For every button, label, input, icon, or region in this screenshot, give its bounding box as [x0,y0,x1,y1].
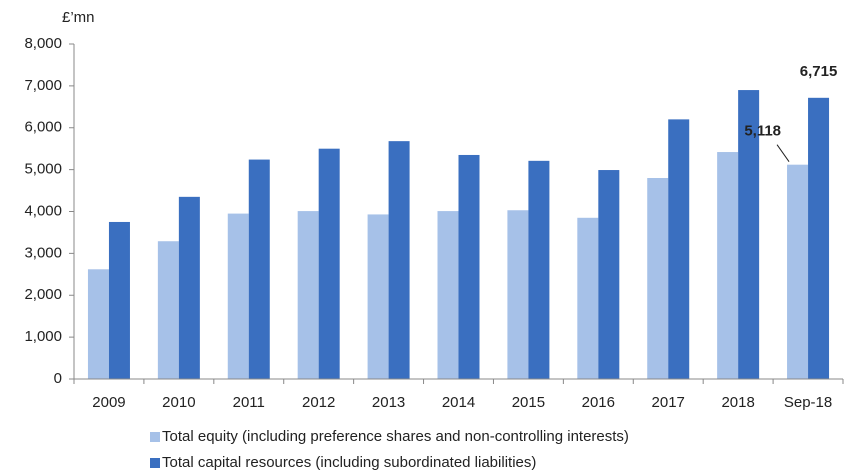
bar [577,217,599,379]
x-tick-label: 2017 [652,394,685,411]
x-tick-label: Sep-18 [784,394,832,411]
bar [297,211,319,379]
legend-swatch [150,458,160,468]
data-label: 6,715 [800,63,838,80]
x-tick-label: 2009 [92,394,125,411]
bar [458,154,480,379]
x-tick-label: 2016 [582,394,615,411]
y-tick-label: 4,000 [24,202,62,219]
bar [157,241,179,379]
bar [598,170,620,379]
bar [248,159,270,379]
x-tick-label: 2012 [302,394,335,411]
bar [87,269,109,379]
x-tick-label: 2013 [372,394,405,411]
unit-label: £’mn [62,9,95,26]
legend-swatch [150,432,160,442]
y-tick-label: 3,000 [24,244,62,261]
bar [647,178,669,379]
x-tick-label: 2018 [721,394,754,411]
y-tick-label: 6,000 [24,119,62,136]
y-tick-label: 1,000 [24,328,62,345]
x-tick-label: 2011 [233,394,265,411]
bar [437,211,459,379]
bar [808,97,830,379]
bar [178,196,200,379]
bar [528,160,550,379]
bar [227,213,249,379]
bar [787,164,809,379]
data-label: 5,118 [744,123,781,140]
y-tick-label: 0 [54,370,62,387]
x-tick-label: 2014 [442,394,475,411]
x-tick-label: 2010 [162,394,195,411]
legend-label: Total capital resources (including subor… [162,454,536,471]
bar [367,214,389,379]
y-tick-label: 2,000 [24,286,62,303]
bar [318,148,340,379]
bar [507,210,529,379]
bar [717,152,739,379]
y-tick-label: 8,000 [24,35,62,52]
bar [108,221,130,379]
y-tick-label: 7,000 [24,77,62,94]
legend-label: Total equity (including preference share… [162,428,629,445]
y-tick-label: 5,000 [24,161,62,178]
bar [388,141,410,379]
bar [668,119,690,379]
bar [738,90,760,379]
leader-line [776,144,790,162]
x-tick-label: 2015 [512,394,545,411]
